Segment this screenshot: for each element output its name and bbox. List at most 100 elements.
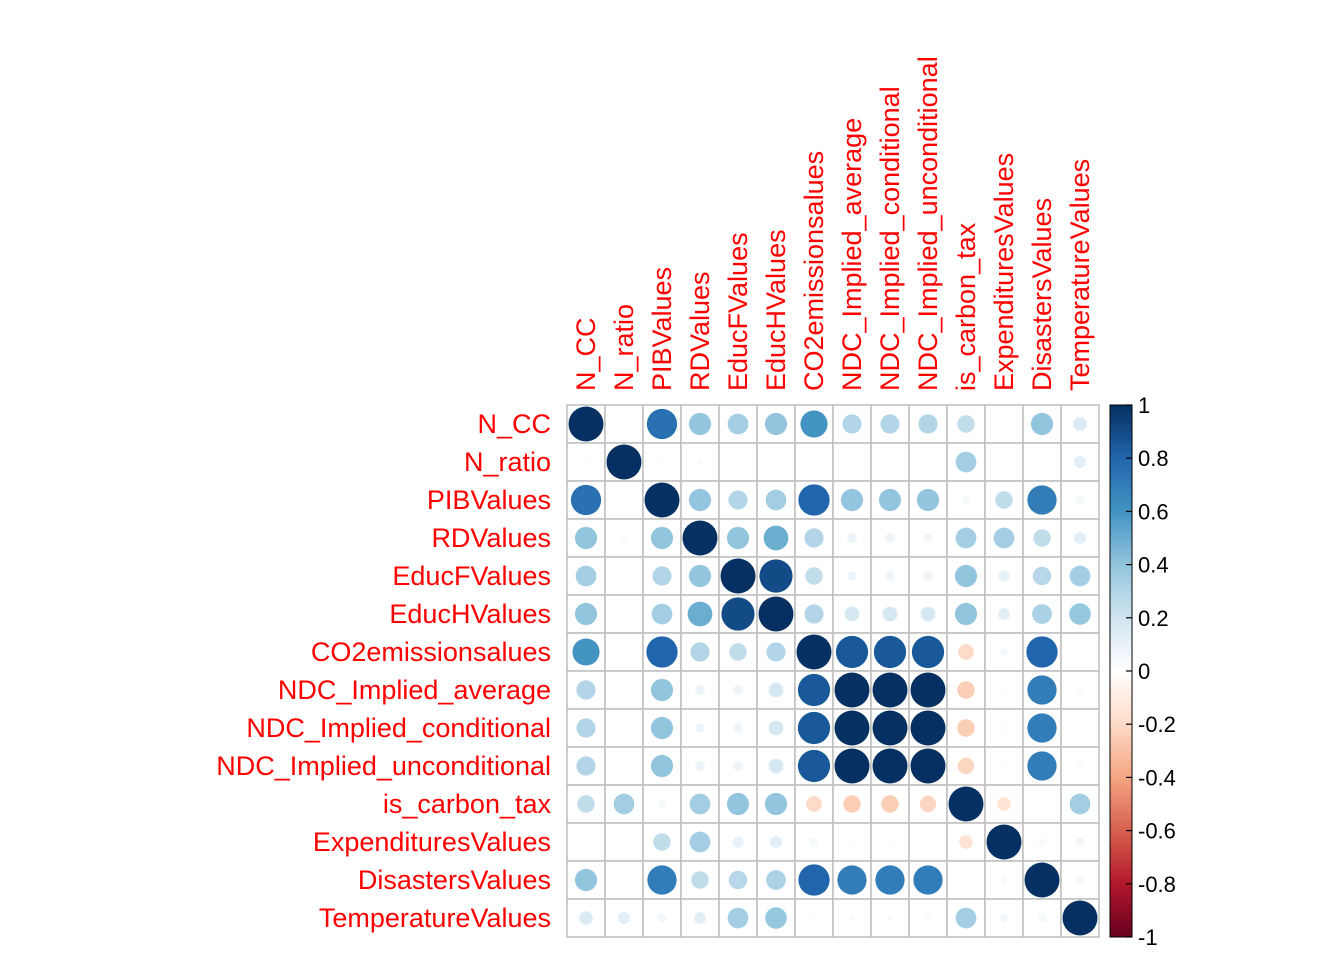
corr-circle-10-7 <box>843 795 861 813</box>
corr-circle-11-11 <box>986 824 1022 860</box>
corr-circle-1-10 <box>955 451 977 473</box>
corr-circle-11-9 <box>925 839 931 845</box>
matrix-grid <box>566 404 1100 938</box>
corr-circle-1-12 <box>1040 460 1044 464</box>
corr-circle-7-9 <box>910 672 946 708</box>
corr-circle-12-7 <box>837 865 867 895</box>
corr-circle-11-7 <box>849 839 855 845</box>
corr-circle-13-9 <box>924 914 932 922</box>
corr-circle-5-11 <box>997 607 1011 621</box>
corr-circle-3-13 <box>1073 531 1087 545</box>
colorbar-tick-label: 0.6 <box>1138 499 1169 524</box>
corr-circle-5-6 <box>804 604 824 624</box>
corr-circle-5-1 <box>621 611 627 617</box>
corr-circle-12-13 <box>1076 876 1084 884</box>
corr-circle-0-1 <box>621 421 627 427</box>
corr-circle-10-9 <box>919 795 937 813</box>
corr-circle-13-1 <box>617 911 631 925</box>
colorbar-tick-label: -1 <box>1138 925 1158 950</box>
matrix-cell <box>908 442 948 482</box>
corr-circle-7-4 <box>733 685 743 695</box>
matrix-cell <box>1022 442 1062 482</box>
row-label: ExpendituresValues <box>313 827 551 857</box>
corr-circle-10-0 <box>577 795 595 813</box>
row-label: NDC_Implied_conditional <box>246 713 551 743</box>
corr-circle-7-3 <box>695 685 705 695</box>
corr-circle-12-9 <box>913 865 943 895</box>
corr-circle-8-6 <box>797 711 831 745</box>
corr-circle-4-8 <box>885 571 895 581</box>
column-label: N_CC <box>571 317 601 391</box>
corr-circle-6-6 <box>796 634 832 670</box>
corr-circle-1-2 <box>659 459 665 465</box>
corr-circle-0-13 <box>1073 417 1087 431</box>
corr-circle-2-5 <box>765 489 787 511</box>
corr-circle-3-8 <box>885 533 895 543</box>
corr-circle-13-8 <box>886 914 894 922</box>
colorbar-tick-label: 0 <box>1138 659 1150 684</box>
corr-circle-3-10 <box>955 527 977 549</box>
corr-circle-8-11 <box>1001 725 1007 731</box>
matrix-cell <box>566 822 606 862</box>
corr-circle-6-0 <box>572 638 600 666</box>
corr-circle-7-10 <box>957 681 975 699</box>
corr-circle-8-10 <box>957 719 975 737</box>
corr-circle-6-7 <box>835 635 869 669</box>
corr-circle-6-10 <box>958 644 974 660</box>
corr-circle-1-1 <box>606 444 642 480</box>
row-labels: N_CC N_ratio PIBValues RDValues EducFValues E… <box>216 409 551 933</box>
corr-circle-2-6 <box>798 484 830 516</box>
column-label: PIBValues <box>647 267 677 391</box>
column-labels: N_CC N_ratio PIBValues RDValues EducFValues E… <box>571 56 1095 391</box>
corr-circle-4-2 <box>652 566 672 586</box>
corr-circle-8-0 <box>576 718 596 738</box>
corr-circle-6-12 <box>1026 636 1058 668</box>
corr-circle-10-3 <box>689 793 711 815</box>
matrix-cell <box>1022 784 1062 824</box>
column-label: TemperatureValues <box>1065 159 1095 391</box>
colorbar-tick-label: 0.2 <box>1138 606 1169 631</box>
corr-circle-12-3 <box>691 871 709 889</box>
colorbar-tick-label: 1 <box>1138 393 1150 418</box>
corr-circle-0-4 <box>727 413 749 435</box>
row-label: CO2emissionsalues <box>311 637 551 667</box>
column-label: is_carbon_tax <box>951 222 981 391</box>
corr-circle-5-3 <box>687 601 713 627</box>
corr-circle-11-3 <box>689 831 711 853</box>
corr-circle-5-7 <box>844 606 860 622</box>
corr-circle-11-5 <box>769 835 783 849</box>
corr-circle-8-13 <box>1076 724 1084 732</box>
corr-circle-4-5 <box>759 559 793 593</box>
corr-circle-6-4 <box>729 643 747 661</box>
corr-circle-12-2 <box>647 865 677 895</box>
column-label: EducHValues <box>761 229 791 391</box>
corr-circle-12-4 <box>728 870 748 890</box>
row-label: DisastersValues <box>358 865 551 895</box>
matrix-cell <box>604 632 644 672</box>
corr-circle-13-0 <box>579 911 593 925</box>
row-label: N_ratio <box>464 447 551 477</box>
corr-circle-8-5 <box>768 720 784 736</box>
column-label: NDC_Implied_average <box>837 118 867 391</box>
corr-circle-5-5 <box>758 596 794 632</box>
corr-circle-13-4 <box>727 907 749 929</box>
corr-circle-0-6 <box>800 410 828 438</box>
corr-circle-2-11 <box>995 491 1013 509</box>
matrix-cell <box>832 404 872 444</box>
corr-circle-11-1 <box>622 840 626 844</box>
corr-circle-10-4 <box>726 792 750 816</box>
colorbar-tick-label: 0.4 <box>1138 553 1169 578</box>
corr-circle-7-11 <box>1001 687 1007 693</box>
corr-circle-9-7 <box>834 748 870 784</box>
corr-circle-13-5 <box>765 907 787 929</box>
corr-circle-2-8 <box>878 488 902 512</box>
corr-circle-6-13 <box>1077 649 1083 655</box>
corr-circle-11-13 <box>1075 837 1085 847</box>
corr-circle-2-3 <box>688 488 712 512</box>
corr-circle-13-6 <box>811 915 817 921</box>
corr-circle-2-2 <box>644 482 680 518</box>
corr-circle-3-2 <box>650 526 674 550</box>
corr-circle-0-10 <box>957 415 975 433</box>
corr-circle-1-3 <box>696 458 704 466</box>
corr-circle-11-6 <box>810 838 818 846</box>
